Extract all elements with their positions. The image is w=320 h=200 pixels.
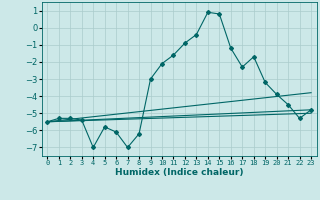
X-axis label: Humidex (Indice chaleur): Humidex (Indice chaleur) [115, 168, 244, 177]
